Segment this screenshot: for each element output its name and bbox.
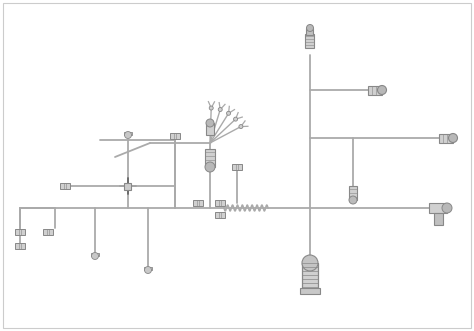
Bar [349,186,357,200]
Circle shape [307,24,313,31]
Bar [144,267,152,270]
Bar [306,34,315,48]
Bar [15,243,25,249]
Circle shape [218,108,222,112]
Circle shape [234,117,237,121]
Bar [15,229,25,235]
Bar [125,182,131,190]
Circle shape [206,119,214,127]
Bar [368,85,382,94]
Bar [434,213,443,225]
Circle shape [302,255,318,271]
Bar [43,229,53,235]
Bar [193,200,203,206]
Bar [232,164,242,170]
Circle shape [448,133,457,143]
Circle shape [377,85,386,94]
Bar [206,123,214,135]
Circle shape [125,131,131,138]
Circle shape [442,203,452,213]
Bar [124,132,132,135]
Bar [429,203,447,213]
Bar [302,263,318,291]
Circle shape [239,124,243,128]
Bar [439,133,453,143]
Bar [60,183,70,189]
Bar [91,253,99,256]
Bar [215,212,225,218]
Circle shape [145,266,152,273]
Bar [170,133,180,139]
Bar [307,28,313,35]
Circle shape [205,162,215,172]
Circle shape [349,196,357,204]
Circle shape [227,111,230,115]
Circle shape [91,253,99,260]
Bar [205,149,215,167]
Bar [300,288,320,294]
Bar [215,200,225,206]
Circle shape [209,106,213,110]
